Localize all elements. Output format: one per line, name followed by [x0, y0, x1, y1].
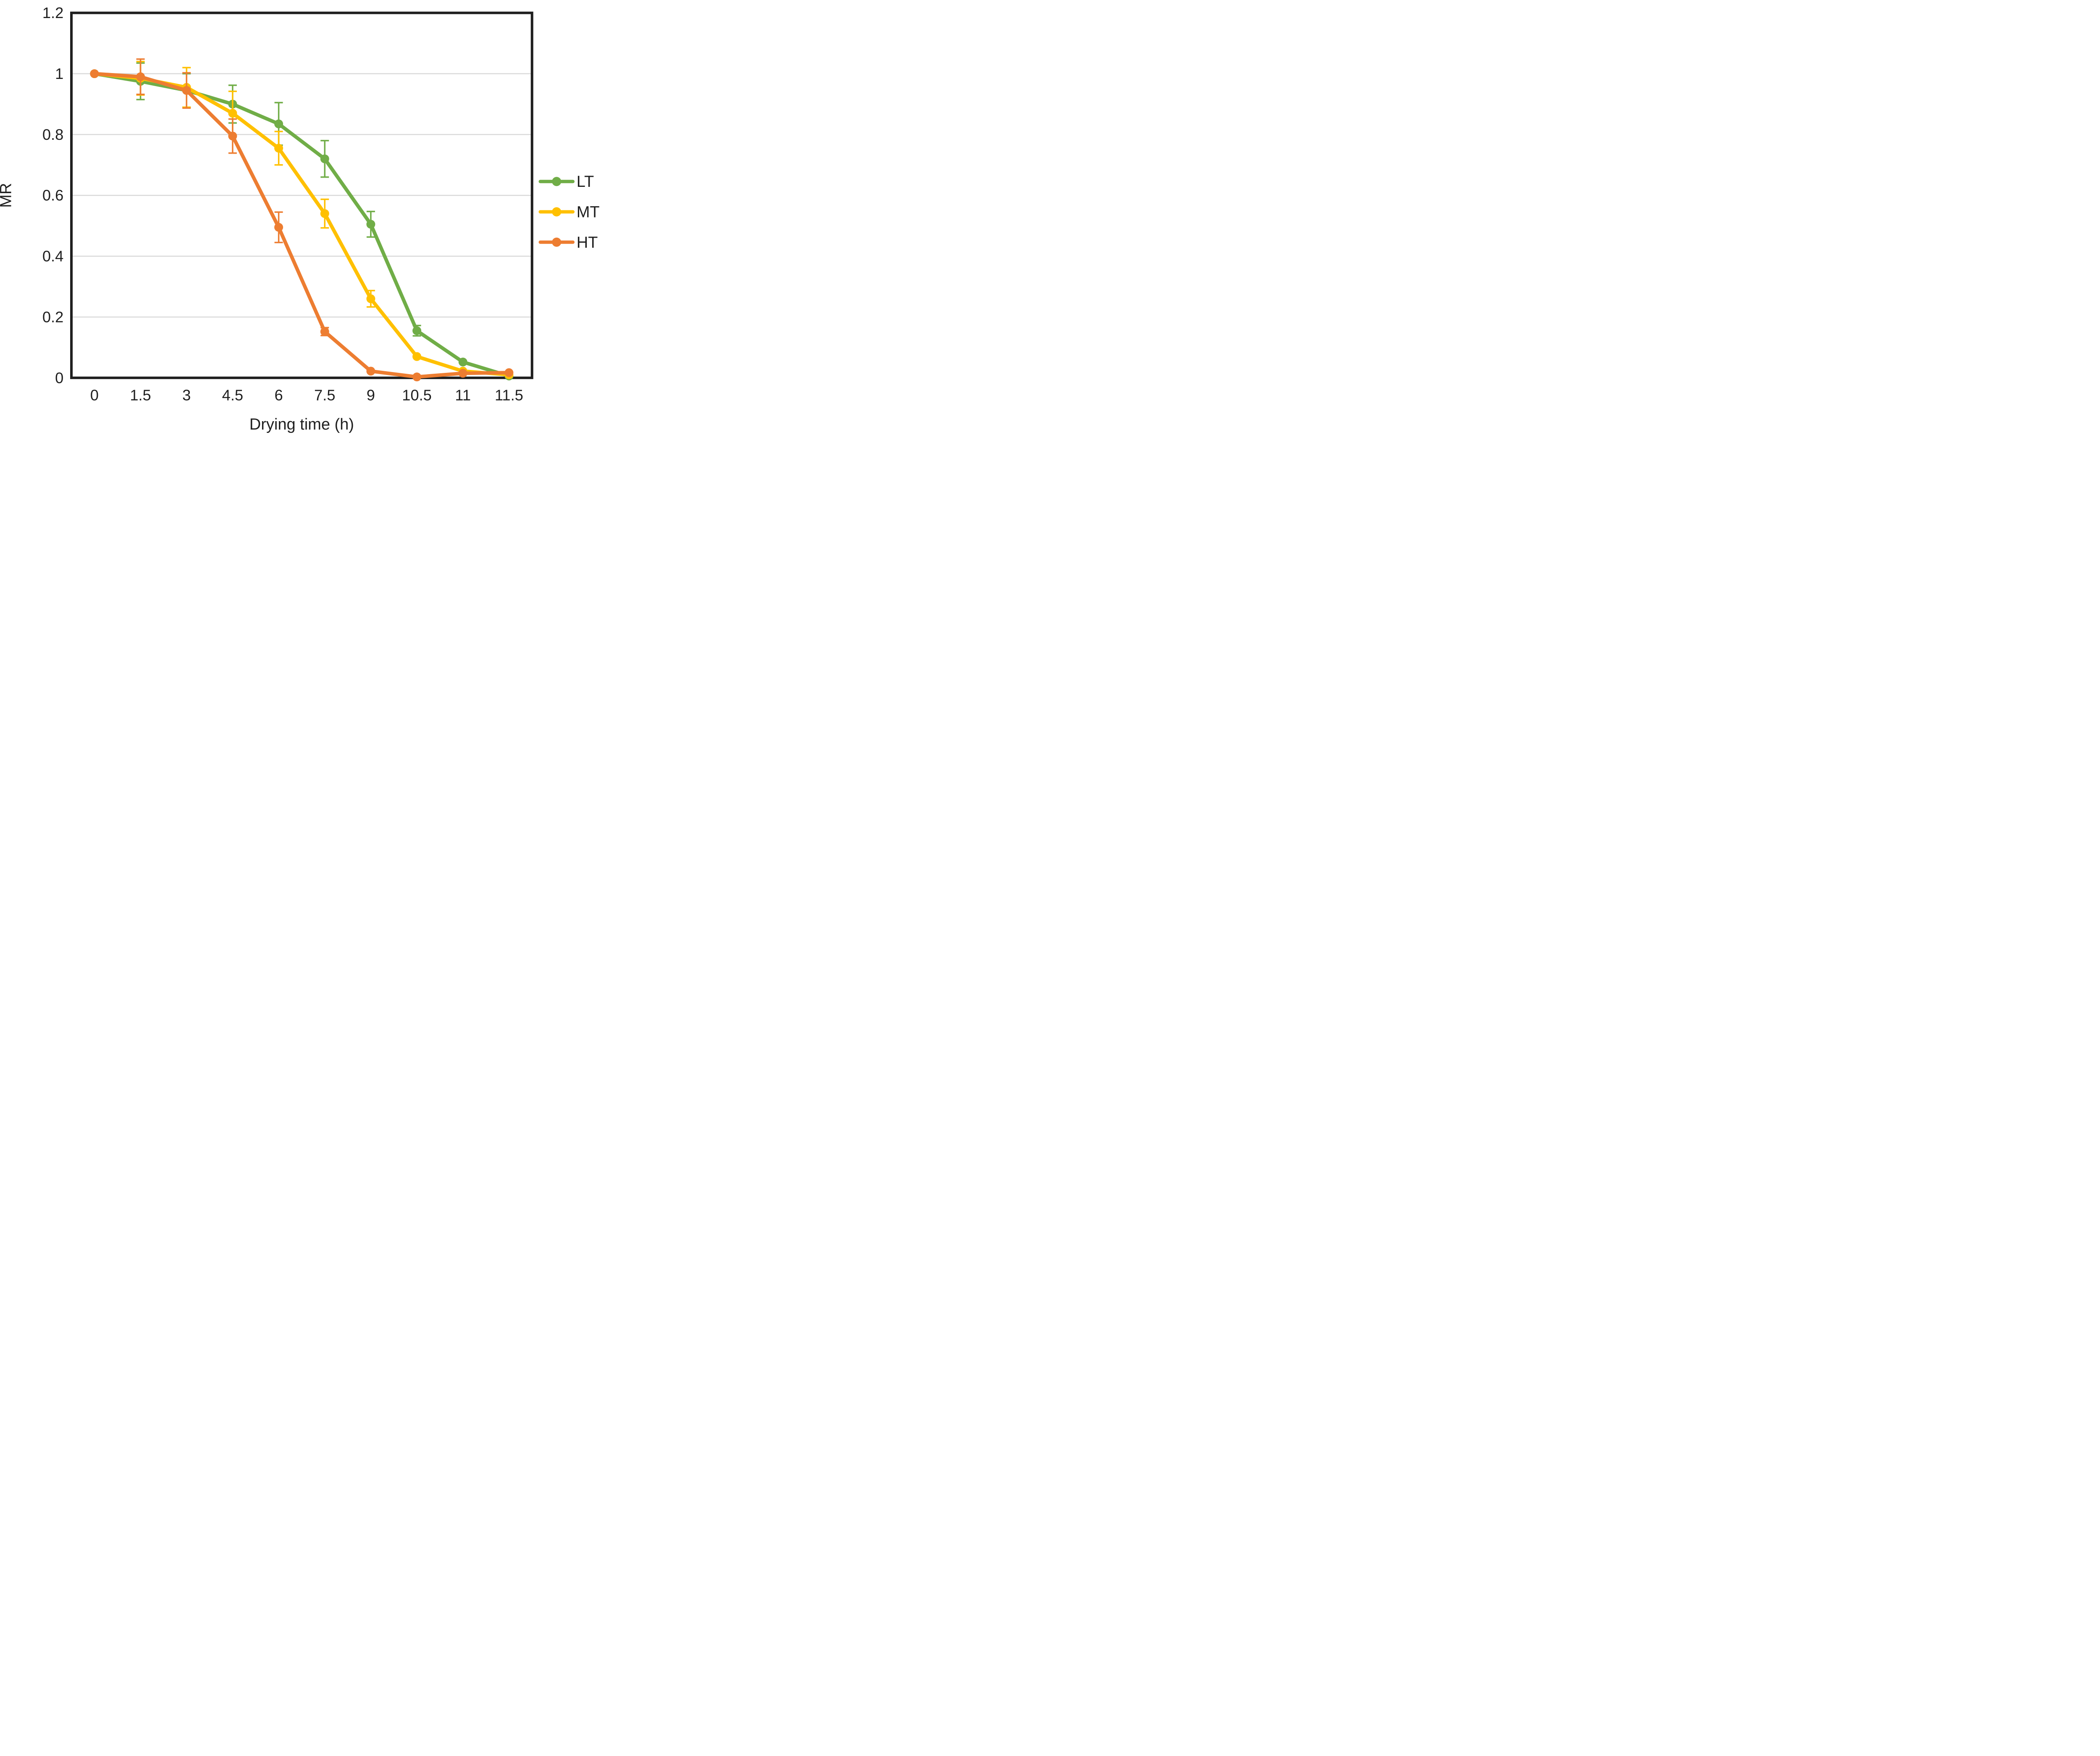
series-line-MT — [92, 72, 511, 377]
marker-HT-5 — [320, 327, 329, 336]
marker-LT-7 — [412, 326, 422, 335]
x-tick-label-0: 0 — [90, 387, 99, 404]
plot-border — [70, 11, 533, 379]
chart-figure: 0 0.2 0.4 0.6 0.8 1 1.2 0 1.5 3 4.5 6 7.5 9 10.5 11 11.5… — [0, 0, 602, 439]
y-tick-label-0: 0 — [55, 369, 63, 386]
legend-marker-MT — [552, 207, 562, 217]
legend-marker-LT — [552, 177, 562, 186]
marker-HT-0 — [90, 69, 99, 79]
marker-HT-2 — [182, 86, 191, 95]
y-tick-label-0.4: 0.4 — [42, 248, 63, 265]
y-tick-label-0.6: 0.6 — [42, 187, 63, 204]
x-tick-label-11.5: 11.5 — [495, 387, 523, 404]
x-tick-label-3: 3 — [182, 387, 191, 404]
marker-MT-7 — [412, 352, 422, 361]
marker-LT-5 — [320, 154, 329, 163]
x-tick-label-10.5: 10.5 — [402, 387, 432, 404]
legend-label-LT: LT — [577, 173, 594, 191]
x-tick-label-9: 9 — [367, 387, 375, 404]
line-chart: 0 0.2 0.4 0.6 0.8 1 1.2 0 1.5 3 4.5 6 7.5 9 10.5 11 11.5… — [0, 0, 602, 439]
series-MT — [90, 60, 514, 380]
marker-LT-8 — [458, 357, 467, 367]
series-HT — [90, 58, 514, 382]
x-tick-label-4.5: 4.5 — [222, 387, 243, 404]
marker-HT-3 — [228, 131, 237, 141]
y-tick-label-1.2: 1.2 — [42, 4, 63, 21]
y-axis-title: MR — [0, 183, 15, 208]
legend-marker-HT — [552, 237, 562, 247]
x-tick-label-11: 11 — [455, 387, 471, 404]
legend-item-HT: HT — [538, 234, 598, 252]
legend-label-MT: MT — [577, 203, 600, 221]
marker-HT-6 — [366, 367, 375, 376]
marker-MT-4 — [274, 144, 284, 153]
y-tick-label-0.2: 0.2 — [42, 308, 63, 325]
marker-HT-9 — [504, 368, 514, 377]
marker-MT-5 — [320, 209, 329, 218]
y-tick-label-1: 1 — [55, 65, 63, 82]
legend-item-LT: LT — [538, 173, 594, 191]
marker-HT-7 — [412, 372, 422, 382]
x-tick-label-6: 6 — [274, 387, 283, 404]
y-tick-label-0.8: 0.8 — [42, 126, 63, 143]
series-line-HT — [92, 72, 511, 379]
marker-LT-4 — [274, 119, 284, 128]
marker-HT-8 — [458, 369, 467, 378]
legend-item-MT: MT — [538, 203, 600, 221]
legend-label-HT: HT — [577, 234, 598, 252]
marker-MT-3 — [228, 109, 237, 118]
marker-HT-4 — [274, 223, 284, 232]
marker-HT-1 — [136, 72, 145, 81]
x-tick-label-7.5: 7.5 — [314, 387, 335, 404]
marker-MT-6 — [366, 294, 375, 304]
series-line-LT — [92, 72, 511, 378]
x-tick-label-1.5: 1.5 — [130, 387, 151, 404]
series-LT — [90, 62, 514, 380]
marker-LT-6 — [366, 220, 375, 229]
x-axis-title: Drying time (h) — [249, 416, 354, 433]
